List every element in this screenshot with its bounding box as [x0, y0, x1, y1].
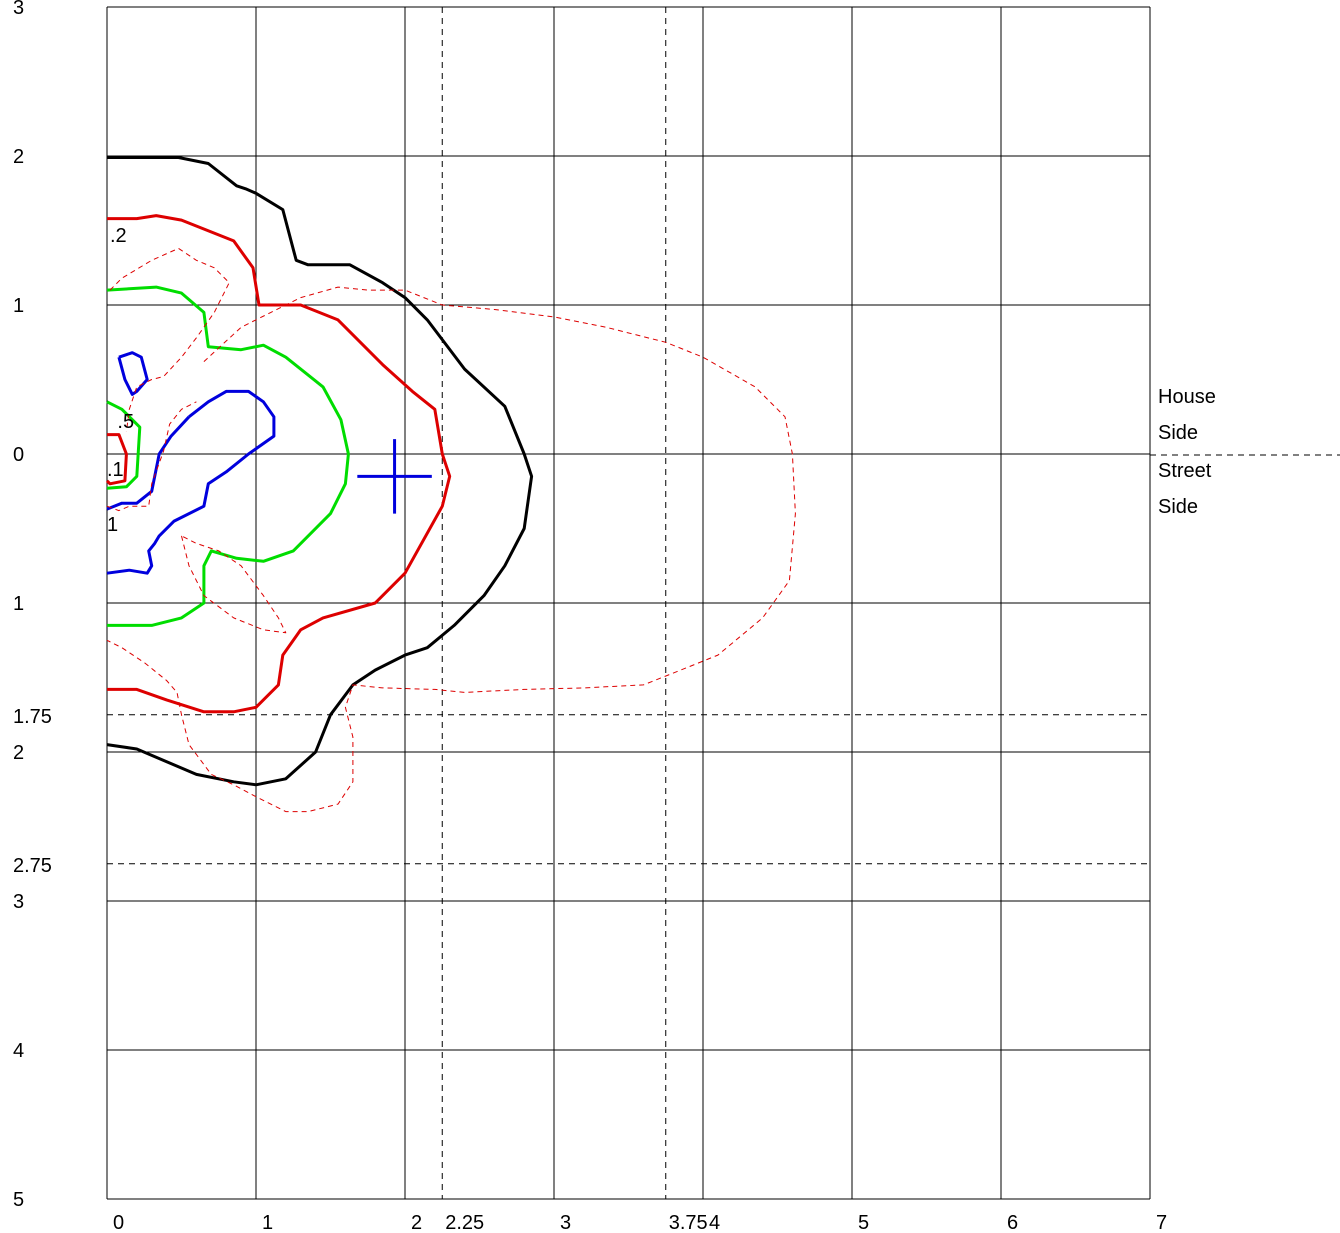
y-reference-label: 1.75: [13, 706, 52, 728]
center-marker: [357, 439, 432, 514]
contour-line-6: [117, 351, 149, 396]
grid: [106, 6, 1151, 1200]
contour-line-10: [106, 286, 796, 813]
y-tick-label: 4: [13, 1040, 24, 1062]
contour-line-8: [106, 415, 191, 511]
y-tick-label: 3: [13, 0, 24, 19]
contour-line-11: [106, 401, 197, 512]
contour-series: [105, 156, 796, 813]
tick-labels: 0 1 2 3 4 5 6 7 2.25 3.75 3 2 1 0 1 2 3 4 5 1.75 2.75: [13, 0, 1167, 1233]
contour-level-label: .1: [107, 459, 124, 481]
contour-line-1: [106, 156, 534, 787]
y-reference-label: 2.75: [13, 855, 52, 877]
house-side-label: Side: [1158, 422, 1198, 444]
y-tick-label: 1: [13, 295, 24, 317]
contour-level-label: 1: [107, 514, 118, 536]
y-tick-label: 1: [13, 593, 24, 615]
contour-line-2: [107, 214, 452, 714]
side-labels: House Side Street Side: [1150, 386, 1340, 518]
contour-level-label: .5: [117, 411, 134, 433]
y-tick-label: 0: [13, 444, 24, 466]
contour-line-9: [109, 247, 230, 432]
y-tick-label: 2: [13, 742, 24, 764]
house-label: House: [1158, 386, 1216, 408]
x-tick-label: 5: [858, 1212, 869, 1233]
y-tick-label: 3: [13, 891, 24, 913]
contour-level-label: .2: [110, 225, 127, 247]
contour-line-4: [105, 433, 128, 486]
y-tick-label: 2: [13, 146, 24, 168]
x-tick-label: 2: [411, 1212, 422, 1233]
x-tick-label: 3: [560, 1212, 571, 1233]
x-tick-label: 4: [709, 1212, 720, 1233]
x-reference-label: 2.25: [445, 1212, 484, 1233]
x-tick-label: 7: [1156, 1212, 1167, 1233]
street-label: Street: [1158, 460, 1212, 482]
contour-line-3: [106, 285, 350, 627]
contour-line-5: [106, 400, 142, 490]
x-tick-label: 1: [262, 1212, 273, 1233]
x-reference-label: 3.75: [669, 1212, 708, 1233]
contour-line-7: [106, 389, 276, 575]
y-tick-label: 5: [13, 1189, 24, 1211]
x-tick-label: 0: [113, 1212, 124, 1233]
contour-line-12: [181, 535, 287, 634]
street-side-label: Side: [1158, 496, 1198, 518]
contour-labels: .2 .5 .1 1: [107, 225, 134, 536]
x-tick-label: 6: [1007, 1212, 1018, 1233]
reference-lines: [107, 7, 1150, 1199]
